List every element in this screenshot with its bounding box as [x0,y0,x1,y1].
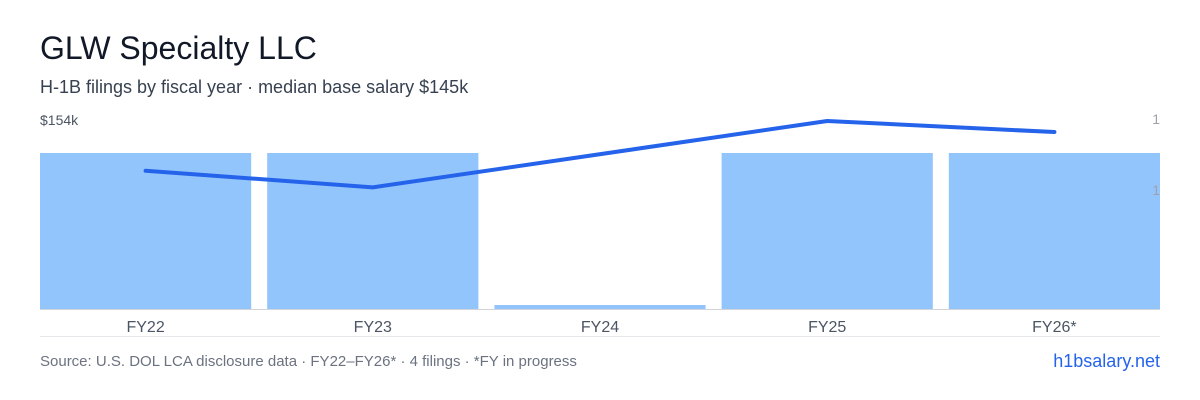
bar-fy22 [40,153,252,309]
right-axis-tick-label: 1 [1152,111,1160,127]
x-tick-label: FY25 [808,319,846,336]
bar-fy24 [494,305,706,309]
chart-title: GLW Specialty LLC [40,30,317,66]
x-tick-label: FY26* [1032,319,1076,336]
brand-link[interactable]: h1bsalary.net [1053,351,1160,371]
right-axis-tick-label: 1 [1152,182,1160,198]
salary-line [143,119,1057,190]
bar-fy26 [948,153,1160,309]
left-axis-label: $154k [40,112,79,128]
x-tick-label: FY23 [354,319,392,336]
x-tick-label: FY22 [126,319,164,336]
x-tick-label: FY24 [581,319,619,336]
chart-subtitle: H-1B filings by fiscal year · median bas… [40,77,469,97]
bar-fy25 [721,153,933,309]
source-note: Source: U.S. DOL LCA disclosure data · F… [40,353,577,370]
